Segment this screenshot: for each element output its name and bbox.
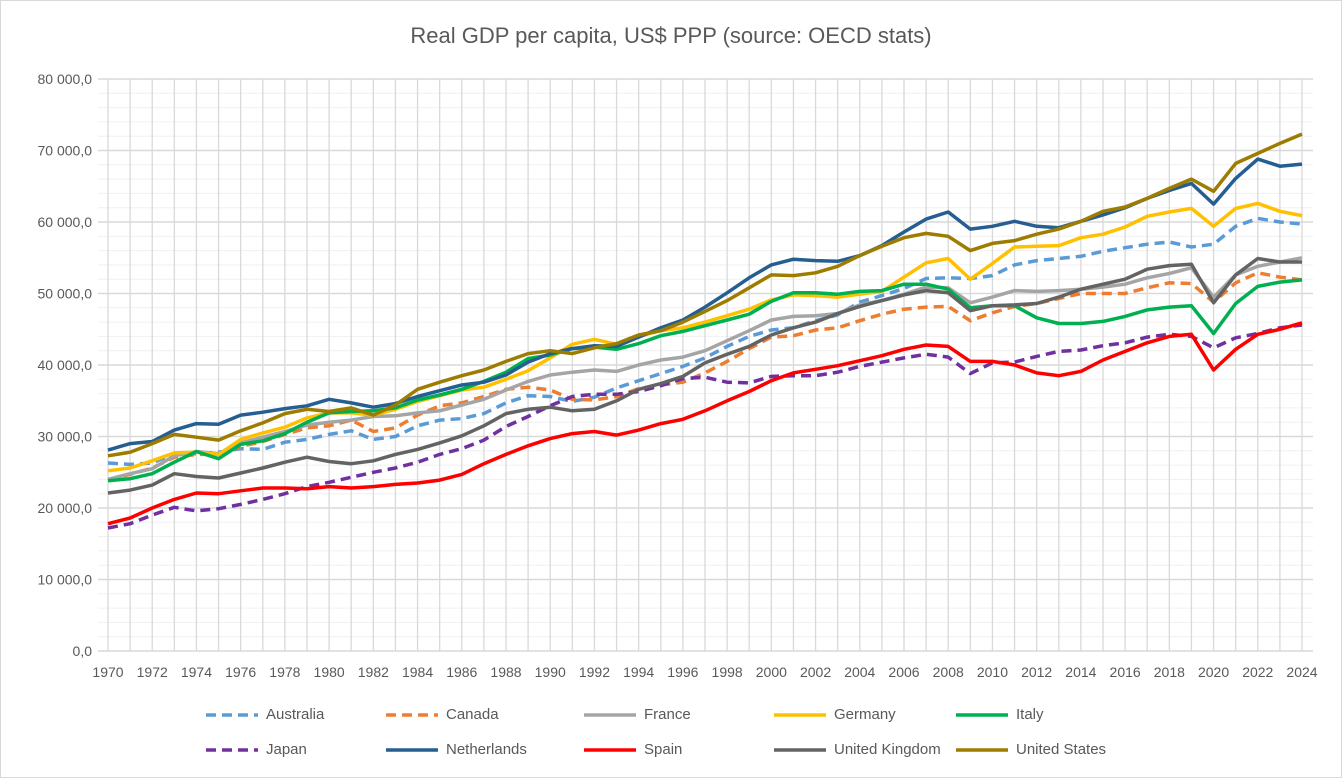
legend-swatch <box>386 712 438 717</box>
legend-item: Italy <box>956 706 1044 723</box>
x-tick-label: 2006 <box>888 664 919 680</box>
legend-label: Canada <box>446 706 499 723</box>
legend-label: Spain <box>644 741 683 758</box>
legend-swatch <box>956 747 1008 752</box>
x-tick-label: 1978 <box>269 664 300 680</box>
y-tick-label: 50 000,0 <box>38 286 93 302</box>
legend-swatch <box>386 747 438 752</box>
x-tick-label: 2012 <box>1021 664 1052 680</box>
x-tick-label: 1992 <box>579 664 610 680</box>
legend-label: Netherlands <box>446 741 527 758</box>
x-tick-label: 1980 <box>314 664 345 680</box>
x-tick-label: 1972 <box>137 664 168 680</box>
series-line-netherlands <box>107 157 1303 452</box>
x-tick-label: 1994 <box>623 664 654 680</box>
legend-label: Japan <box>266 741 307 758</box>
x-tick-label: 1974 <box>181 664 212 680</box>
x-tick-label: 1990 <box>535 664 566 680</box>
legend-swatch <box>584 712 636 717</box>
x-tick-label: 2016 <box>1110 664 1141 680</box>
legend-label: France <box>644 706 691 723</box>
legend-item: Germany <box>774 706 896 723</box>
series-line-united-states <box>107 132 1303 458</box>
legend-label: Italy <box>1016 706 1044 723</box>
x-tick-label: 1982 <box>358 664 389 680</box>
legend-swatch <box>206 712 258 717</box>
legend-item: Netherlands <box>386 741 527 758</box>
legend-swatch <box>774 747 826 752</box>
legend-swatch <box>584 747 636 752</box>
legend-item: Spain <box>584 741 682 758</box>
x-tick-label: 2008 <box>933 664 964 680</box>
y-tick-label: 70 000,0 <box>38 143 93 159</box>
x-tick-label: 1970 <box>92 664 123 680</box>
legend-label: United States <box>1016 741 1107 758</box>
series-line-germany <box>107 201 1303 473</box>
x-tick-label: 2024 <box>1286 664 1317 680</box>
series-line-united-kingdom <box>107 256 1302 495</box>
y-tick-label: 80 000,0 <box>38 71 93 87</box>
x-tick-label: 1976 <box>225 664 256 680</box>
series-line-canada <box>107 271 1303 482</box>
x-tick-label: 1988 <box>490 664 521 680</box>
x-tick-label: 2010 <box>977 664 1008 680</box>
y-tick-label: 20 000,0 <box>38 500 93 516</box>
line-chart: 0,0 10 000,0 20 000,0 30 000,0 40 000,0 50 00… <box>38 71 1318 680</box>
legend-item: Australia <box>206 706 324 723</box>
x-tick-label: 1984 <box>402 664 433 680</box>
x-tick-label: 2022 <box>1242 664 1273 680</box>
y-tick-label: 0,0 <box>73 643 93 659</box>
x-tick-label: 2004 <box>844 664 875 680</box>
series-line-japan <box>107 323 1303 530</box>
legend-item: France <box>584 706 691 723</box>
x-tick-label: 2020 <box>1198 664 1229 680</box>
x-tick-label: 2018 <box>1154 664 1185 680</box>
x-tick-label: 2014 <box>1065 664 1096 680</box>
y-tick-label: 60 000,0 <box>38 214 93 230</box>
legend-swatch <box>774 712 826 717</box>
legend-label: United Kingdom <box>834 741 941 758</box>
x-tick-label: 1998 <box>712 664 743 680</box>
legend-item: Canada <box>386 706 499 723</box>
x-tick-label: 1986 <box>446 664 477 680</box>
x-tick-label: 2000 <box>756 664 787 680</box>
y-tick-label: 10 000,0 <box>38 572 93 588</box>
legend-item: United Kingdom <box>774 741 941 758</box>
legend-swatch <box>206 747 258 752</box>
x-tick-label: 2002 <box>800 664 831 680</box>
y-tick-label: 30 000,0 <box>38 429 93 445</box>
series-line-france <box>107 256 1303 482</box>
legend-label: Australia <box>266 706 325 723</box>
series-line-italy <box>107 278 1303 483</box>
y-tick-label: 40 000,0 <box>38 357 93 373</box>
legend-label: Germany <box>834 706 896 723</box>
legend-item: United States <box>956 741 1106 758</box>
series-line-spain <box>107 321 1303 526</box>
chart-title: Real GDP per capita, US$ PPP (source: OE… <box>410 23 932 48</box>
legend-swatch <box>956 712 1008 717</box>
x-tick-label: 1996 <box>667 664 698 680</box>
legend-item: Japan <box>206 741 307 758</box>
